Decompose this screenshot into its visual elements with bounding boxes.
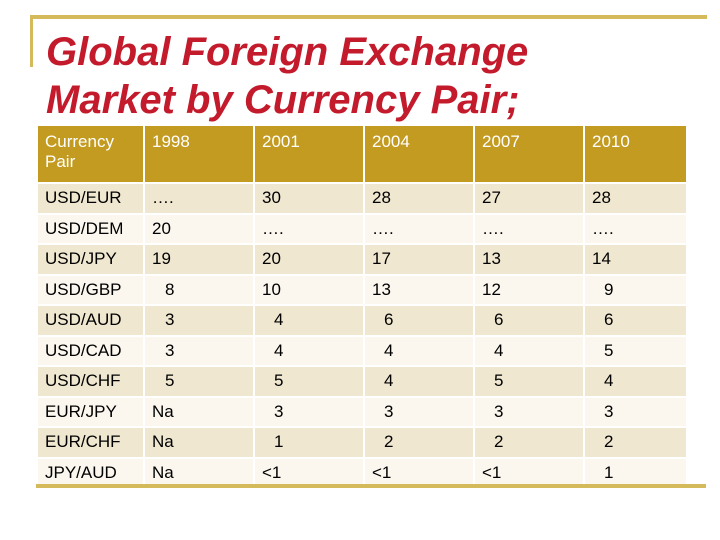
- currency-pair-cell: JPY/AUD: [36, 456, 145, 489]
- currency-pair-cell: USD/DEM: [36, 212, 145, 245]
- value-cell: <1: [473, 456, 585, 489]
- value-cell: 9: [583, 273, 688, 306]
- value-cell: 5: [473, 365, 585, 398]
- currency-pair-cell: USD/AUD: [36, 304, 145, 337]
- value-cell: ….: [473, 212, 585, 245]
- table-row: USD/CHF 5 5 4 5 4: [36, 365, 688, 398]
- value-cell: 8: [143, 273, 255, 306]
- value-cell: 28: [363, 182, 475, 215]
- currency-pair-cell: USD/CAD: [36, 334, 145, 367]
- value-cell: 3: [253, 395, 365, 428]
- header-cell: 2004: [363, 124, 475, 184]
- table-row: JPY/AUD Na <1 <1 <1 1: [36, 456, 688, 489]
- value-cell: 3: [143, 304, 255, 337]
- header-cell: Currency Pair: [36, 124, 145, 184]
- table-row: USD/EUR…. 30 28 27 28: [36, 182, 688, 215]
- value-cell: 2: [583, 426, 688, 459]
- value-cell: 6: [363, 304, 475, 337]
- value-cell: 4: [363, 365, 475, 398]
- slide-title-line-1: Global Foreign Exchange: [46, 30, 529, 74]
- table-row: USD/DEM 20….….….….: [36, 212, 688, 245]
- value-cell: ….: [253, 212, 365, 245]
- value-cell: 5: [253, 365, 365, 398]
- value-cell: 20: [143, 212, 255, 245]
- value-cell: 4: [363, 334, 475, 367]
- value-cell: ….: [363, 212, 475, 245]
- header-cell: 2007: [473, 124, 585, 184]
- currency-pair-cell: USD/EUR: [36, 182, 145, 215]
- value-cell: 5: [143, 365, 255, 398]
- table-row: USD/GBP 8 10 13 12 9: [36, 273, 688, 306]
- value-cell: 2: [473, 426, 585, 459]
- slide-title: Global Foreign Exchange Market by Curren…: [46, 28, 686, 124]
- value-cell: 2: [363, 426, 475, 459]
- value-cell: 27: [473, 182, 585, 215]
- value-cell: 13: [473, 243, 585, 276]
- table-row: USD/JPY 19 20 17 13 14: [36, 243, 688, 276]
- table-row: USD/CAD 3 4 4 4 5: [36, 334, 688, 367]
- value-cell: ….: [143, 182, 255, 215]
- currency-pair-cell: USD/CHF: [36, 365, 145, 398]
- frame-left-line: [30, 15, 33, 67]
- value-cell: 19: [143, 243, 255, 276]
- table-row: EUR/JPY Na 3 3 3 3: [36, 395, 688, 428]
- value-cell: 1: [253, 426, 365, 459]
- value-cell: 3: [363, 395, 475, 428]
- header-cell: 2010: [583, 124, 688, 184]
- currency-pair-cell: USD/GBP: [36, 273, 145, 306]
- slide-title-line-2: Market by Currency Pair;: [46, 78, 520, 122]
- value-cell: 4: [253, 304, 365, 337]
- header-cell: 2001: [253, 124, 365, 184]
- value-cell: Na: [143, 426, 255, 459]
- value-cell: 12: [473, 273, 585, 306]
- value-cell: 14: [583, 243, 688, 276]
- value-cell: Na: [143, 395, 255, 428]
- currency-pair-table: Currency Pair 1998 2001 2004 2007 2010 U…: [36, 124, 688, 489]
- frame-bottom-line: [36, 484, 706, 488]
- table-header-row: Currency Pair 1998 2001 2004 2007 2010: [36, 124, 688, 184]
- value-cell: 30: [253, 182, 365, 215]
- value-cell: 4: [473, 334, 585, 367]
- value-cell: 6: [473, 304, 585, 337]
- currency-pair-cell: EUR/JPY: [36, 395, 145, 428]
- frame-top-line: [30, 15, 707, 19]
- value-cell: 13: [363, 273, 475, 306]
- value-cell: 3: [473, 395, 585, 428]
- table-row: USD/AUD 3 4 6 6 6: [36, 304, 688, 337]
- value-cell: 6: [583, 304, 688, 337]
- value-cell: ….: [583, 212, 688, 245]
- header-cell: 1998: [143, 124, 255, 184]
- value-cell: 3: [143, 334, 255, 367]
- value-cell: 17: [363, 243, 475, 276]
- value-cell: 10: [253, 273, 365, 306]
- value-cell: 3: [583, 395, 688, 428]
- value-cell: <1: [363, 456, 475, 489]
- value-cell: 20: [253, 243, 365, 276]
- value-cell: 28: [583, 182, 688, 215]
- table-row: EUR/CHF Na 1 2 2 2: [36, 426, 688, 459]
- value-cell: 4: [253, 334, 365, 367]
- value-cell: 4: [583, 365, 688, 398]
- value-cell: 5: [583, 334, 688, 367]
- currency-pair-cell: USD/JPY: [36, 243, 145, 276]
- currency-pair-cell: EUR/CHF: [36, 426, 145, 459]
- value-cell: 1: [583, 456, 688, 489]
